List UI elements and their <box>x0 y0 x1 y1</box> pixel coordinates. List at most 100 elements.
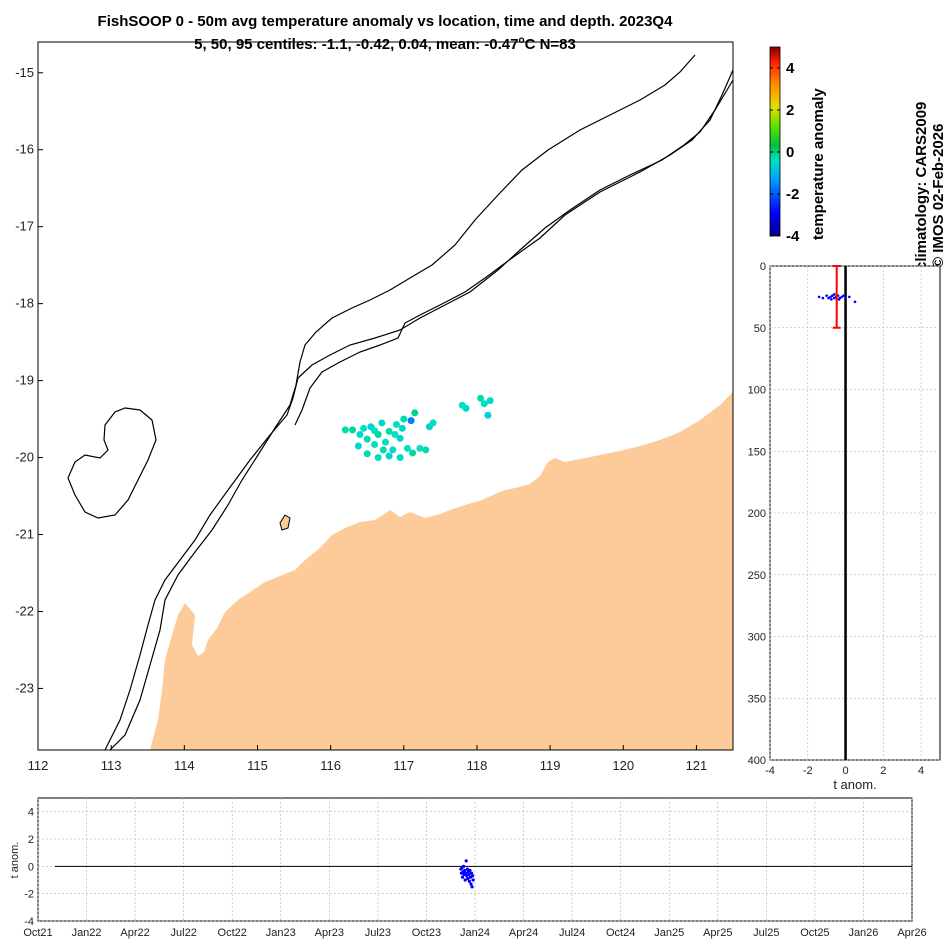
map-xtick-label: 119 <box>540 758 561 773</box>
depth-xtick-label: 2 <box>880 765 886 777</box>
map-point <box>363 435 371 443</box>
depth-ytick-label: 200 <box>748 508 766 520</box>
depth-xlabel: t anom. <box>833 777 876 792</box>
timeseries-xtick-label: Apr25 <box>703 927 732 939</box>
map-point <box>349 426 357 434</box>
depth-ytick-label: 50 <box>754 323 766 335</box>
map-xtick-label: 120 <box>612 758 634 773</box>
depth-point <box>830 298 833 301</box>
map-ytick-label: -18 <box>15 296 34 311</box>
map-xtick-label: 114 <box>174 758 195 773</box>
timeseries-xtick-label: Oct22 <box>218 927 247 939</box>
depth-ytick-label: 150 <box>748 446 766 458</box>
colorbar-tick-label: -4 <box>786 228 800 245</box>
colorbar-ticks: 4 2 0 -2 -4 <box>770 60 800 245</box>
bathymetry-contour-outer <box>104 79 733 750</box>
timeseries-xtick-label: Apr23 <box>315 927 344 939</box>
map-point <box>374 454 382 462</box>
timeseries-ytick-label: 0 <box>28 861 34 873</box>
timeseries-point <box>461 864 466 868</box>
map-xtick-label: 113 <box>101 758 122 773</box>
timeseries-xtick-label: Jul24 <box>559 927 585 939</box>
depth-point <box>842 294 845 297</box>
map-ytick-label: -20 <box>15 450 34 465</box>
timeseries-grid <box>37 798 913 922</box>
timeseries-point <box>471 874 475 878</box>
timeseries-xtick-label: Jan25 <box>654 927 684 939</box>
time-series-panel: Oct21 Jan22 Apr22 Jul22 Oct22 Jan23 Apr23 Jul23… <box>9 797 927 939</box>
timeseries-point <box>463 868 467 873</box>
colorbar-tick-label: 2 <box>786 102 794 119</box>
map-point <box>382 438 389 446</box>
map-xtick-label: 117 <box>393 758 414 773</box>
subtitle-prefix: 5, 50, 95 centiles: -1.1, -0.42, 0.04, m… <box>194 36 519 53</box>
map-panel: 112 113 114 115 116 117 118 119 120 121 -15 -16 -17 -… <box>15 41 734 773</box>
map-ytick-label: -15 <box>15 65 34 80</box>
timeseries-point <box>465 867 469 871</box>
map-ytick-label: -23 <box>15 680 34 695</box>
map-ytick-label: -17 <box>15 219 34 234</box>
timeseries-ylabel: t anom. <box>9 842 21 879</box>
map-xtick-label: 121 <box>686 758 708 773</box>
depth-ytick-label: 0 <box>760 261 766 273</box>
depth-point <box>844 296 847 300</box>
map-frame <box>37 41 734 751</box>
map-xtick-label: 116 <box>320 758 341 773</box>
map-point <box>429 419 437 427</box>
map-point <box>396 434 404 442</box>
map-point <box>486 397 494 405</box>
map-point <box>378 419 386 427</box>
depth-ytick-label: 300 <box>748 632 766 644</box>
depth-ytick-label: 100 <box>748 385 766 397</box>
timeseries-xtick-label: Jan24 <box>460 927 490 939</box>
map-point <box>396 454 404 462</box>
map-ytick-label: -16 <box>15 142 34 157</box>
timeseries-point <box>464 859 468 863</box>
map-xtick-label: 115 <box>247 758 268 773</box>
map-ytick-label: -19 <box>15 373 34 388</box>
depth-point <box>829 295 832 299</box>
map-point <box>407 417 415 425</box>
timeseries-point <box>468 868 472 873</box>
timeseries-xtick-label: Oct24 <box>606 927 635 939</box>
map-point <box>360 424 368 432</box>
subtitle-unit: C N=83 <box>524 36 576 53</box>
timeseries-markers <box>459 859 475 889</box>
map-point <box>422 446 430 454</box>
map-point <box>480 400 488 408</box>
timeseries-point <box>469 882 473 886</box>
map-point <box>371 427 379 435</box>
timeseries-point <box>466 877 470 881</box>
colorbar-gradient <box>769 46 781 237</box>
map-xtick-label: 118 <box>467 758 488 773</box>
timeseries-xtick-label: Jan23 <box>266 927 296 939</box>
depth-markers <box>817 265 857 329</box>
colorbar-label: temperature anomaly <box>810 88 827 240</box>
depth-xtick-label: -2 <box>803 765 813 777</box>
timeseries-xtick-label: Oct25 <box>800 927 829 939</box>
small-island <box>279 514 291 531</box>
map-point <box>462 404 470 412</box>
depth-profile-panel: -4 -2 0 2 4 0 50 100 150 200 250 300 350 400 t anom. <box>748 261 941 792</box>
map-xtick-label: 112 <box>28 758 49 773</box>
timeseries-xtick-label: Apr26 <box>897 927 926 939</box>
map-point <box>389 446 397 454</box>
chart-title: FishSOOP 0 - 50m avg temperature anomaly… <box>97 13 673 30</box>
map-point <box>411 409 419 417</box>
timeseries-point <box>460 875 465 879</box>
depth-point <box>817 295 821 299</box>
timeseries-xtick-label: Apr22 <box>120 927 149 939</box>
chart-subtitle: 5, 50, 95 centiles: -1.1, -0.42, 0.04, m… <box>0 35 770 53</box>
depth-point <box>840 295 844 299</box>
timeseries-xtick-label: Jul23 <box>365 927 391 939</box>
bathymetry-contour-mid <box>109 54 696 750</box>
map-point <box>484 411 492 419</box>
timeseries-xtick-label: Apr24 <box>509 927 538 939</box>
depth-ytick-label: 250 <box>748 570 766 582</box>
timeseries-xtick-label: Jan22 <box>72 927 102 939</box>
map-point <box>392 420 400 428</box>
map-ytick-label: -21 <box>15 527 34 542</box>
map-point <box>341 426 349 434</box>
map-point <box>371 440 379 448</box>
